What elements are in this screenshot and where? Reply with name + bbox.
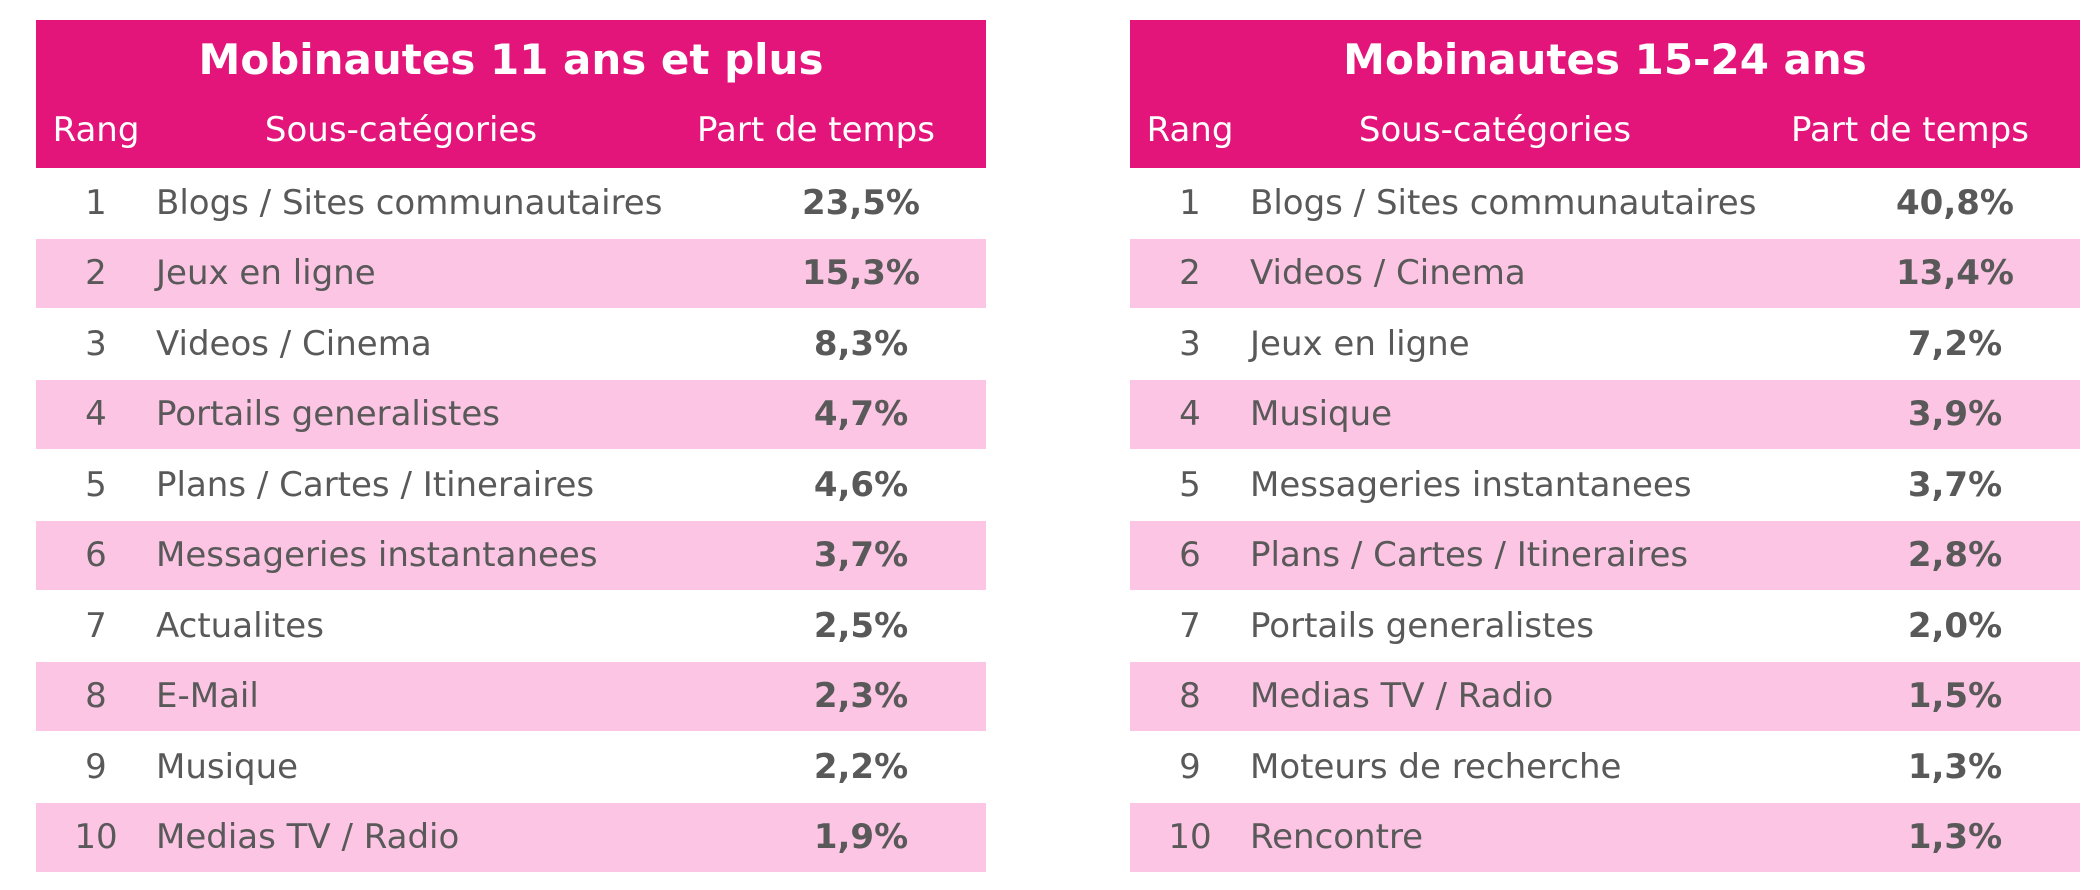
category-cell: Actualites <box>156 605 324 646</box>
rank-cell: 8 <box>1179 676 1201 717</box>
column-headers: Rang Sous-catégories Part de temps <box>36 100 986 168</box>
rank-cell: 7 <box>85 605 107 646</box>
table-title: Mobinautes 11 ans et plus <box>198 35 824 84</box>
column-header-category: Sous-catégories <box>1358 110 1632 150</box>
category-cell: Portails generalistes <box>156 394 501 435</box>
category-cell: Moteurs de recherche <box>1250 746 1622 787</box>
table-header: Mobinautes 15-24 ans Rang Sous-catégorie… <box>1130 20 2080 168</box>
category-cell: Jeux en ligne <box>156 253 376 294</box>
share-cell: 2,5% <box>813 605 909 646</box>
share-cell: 1,9% <box>813 817 909 858</box>
share-cell: 3,7% <box>813 535 909 576</box>
category-cell: E-Mail <box>156 676 259 717</box>
category-cell: Portails generalistes <box>1250 605 1595 646</box>
table-row: 6 Plans / Cartes / Itineraires 2,8% <box>1130 520 2080 591</box>
share-cell: 2,8% <box>1907 535 2003 576</box>
share-cell: 13,4% <box>1896 253 2014 294</box>
column-headers: Rang Sous-catégories Part de temps <box>1130 100 2080 168</box>
column-header-rank: Rang <box>52 110 140 150</box>
rank-cell: 10 <box>74 817 118 858</box>
share-cell: 7,2% <box>1907 323 2003 364</box>
category-cell: Blogs / Sites communautaires <box>156 182 663 223</box>
category-cell: Blogs / Sites communautaires <box>1250 182 1757 223</box>
rank-cell: 6 <box>1179 535 1201 576</box>
rank-cell: 4 <box>1179 394 1201 435</box>
rank-cell: 3 <box>1179 323 1201 364</box>
table-body: 1 Blogs / Sites communautaires 23,5% 2 Jeux … <box>36 168 986 873</box>
category-cell: Messageries instantanees <box>156 535 598 576</box>
table-row: 3 Jeux en ligne 7,2% <box>1130 309 2080 380</box>
table-title: Mobinautes 15-24 ans <box>1343 35 1867 84</box>
category-cell: Jeux en ligne <box>1250 323 1470 364</box>
column-header-category: Sous-catégories <box>264 110 538 150</box>
share-cell: 3,9% <box>1907 394 2003 435</box>
rank-cell: 7 <box>1179 605 1201 646</box>
share-cell: 4,7% <box>813 394 909 435</box>
category-cell: Messageries instantanees <box>1250 464 1692 505</box>
share-cell: 2,2% <box>813 746 909 787</box>
rank-cell: 9 <box>85 746 107 787</box>
category-cell: Musique <box>1250 394 1393 435</box>
category-cell: Medias TV / Radio <box>1250 676 1554 717</box>
table-row: 10 Rencontre 1,3% <box>1130 802 2080 873</box>
share-cell: 2,3% <box>813 676 909 717</box>
rank-cell: 8 <box>85 676 107 717</box>
category-cell: Plans / Cartes / Itineraires <box>1250 535 1689 576</box>
share-cell: 40,8% <box>1896 182 2014 223</box>
share-cell: 1,3% <box>1907 746 2003 787</box>
table-row: 5 Messageries instantanees 3,7% <box>1130 450 2080 521</box>
share-cell: 3,7% <box>1907 464 2003 505</box>
table-row: 7 Actualites 2,5% <box>36 591 986 662</box>
share-cell: 8,3% <box>813 323 909 364</box>
table-row: 1 Blogs / Sites communautaires 23,5% <box>36 168 986 239</box>
table-row: 3 Videos / Cinema 8,3% <box>36 309 986 380</box>
table-row: 5 Plans / Cartes / Itineraires 4,6% <box>36 450 986 521</box>
share-cell: 1,5% <box>1907 676 2003 717</box>
column-header-rank: Rang <box>1146 110 1234 150</box>
share-cell: 1,3% <box>1907 817 2003 858</box>
table-row: 1 Blogs / Sites communautaires 40,8% <box>1130 168 2080 239</box>
category-cell: Musique <box>156 746 299 787</box>
table-row: 4 Portails generalistes 4,7% <box>36 379 986 450</box>
table-row: 6 Messageries instantanees 3,7% <box>36 520 986 591</box>
rank-cell: 9 <box>1179 746 1201 787</box>
share-cell: 4,6% <box>813 464 909 505</box>
category-cell: Rencontre <box>1250 817 1424 858</box>
table-row: 9 Moteurs de recherche 1,3% <box>1130 732 2080 803</box>
column-header-share: Part de temps <box>1791 110 2029 150</box>
table-header: Mobinautes 11 ans et plus Rang Sous-caté… <box>36 20 986 168</box>
table-11-plus: Mobinautes 11 ans et plus Rang Sous-caté… <box>36 20 986 873</box>
share-cell: 2,0% <box>1907 605 2003 646</box>
rank-cell: 6 <box>85 535 107 576</box>
table-row: 8 Medias TV / Radio 1,5% <box>1130 661 2080 732</box>
rank-cell: 1 <box>1179 182 1201 223</box>
table-row: 2 Videos / Cinema 13,4% <box>1130 238 2080 309</box>
rank-cell: 2 <box>85 253 107 294</box>
table-row: 9 Musique 2,2% <box>36 732 986 803</box>
rank-cell: 1 <box>85 182 107 223</box>
rank-cell: 10 <box>1168 817 1212 858</box>
rank-cell: 5 <box>1179 464 1201 505</box>
column-header-share: Part de temps <box>697 110 935 150</box>
share-cell: 23,5% <box>802 182 920 223</box>
category-cell: Videos / Cinema <box>1250 253 1526 294</box>
share-cell: 15,3% <box>802 253 920 294</box>
table-row: 10 Medias TV / Radio 1,9% <box>36 802 986 873</box>
table-body: 1 Blogs / Sites communautaires 40,8% 2 Video… <box>1130 168 2080 873</box>
table-row: 7 Portails generalistes 2,0% <box>1130 591 2080 662</box>
table-row: 4 Musique 3,9% <box>1130 379 2080 450</box>
table-row: 8 E-Mail 2,3% <box>36 661 986 732</box>
category-cell: Medias TV / Radio <box>156 817 460 858</box>
rank-cell: 3 <box>85 323 107 364</box>
category-cell: Plans / Cartes / Itineraires <box>156 464 595 505</box>
rank-cell: 2 <box>1179 253 1201 294</box>
table-15-24: Mobinautes 15-24 ans Rang Sous-catégorie… <box>1130 20 2080 873</box>
rank-cell: 4 <box>85 394 107 435</box>
category-cell: Videos / Cinema <box>156 323 432 364</box>
table-row: 2 Jeux en ligne 15,3% <box>36 238 986 309</box>
rank-cell: 5 <box>85 464 107 505</box>
